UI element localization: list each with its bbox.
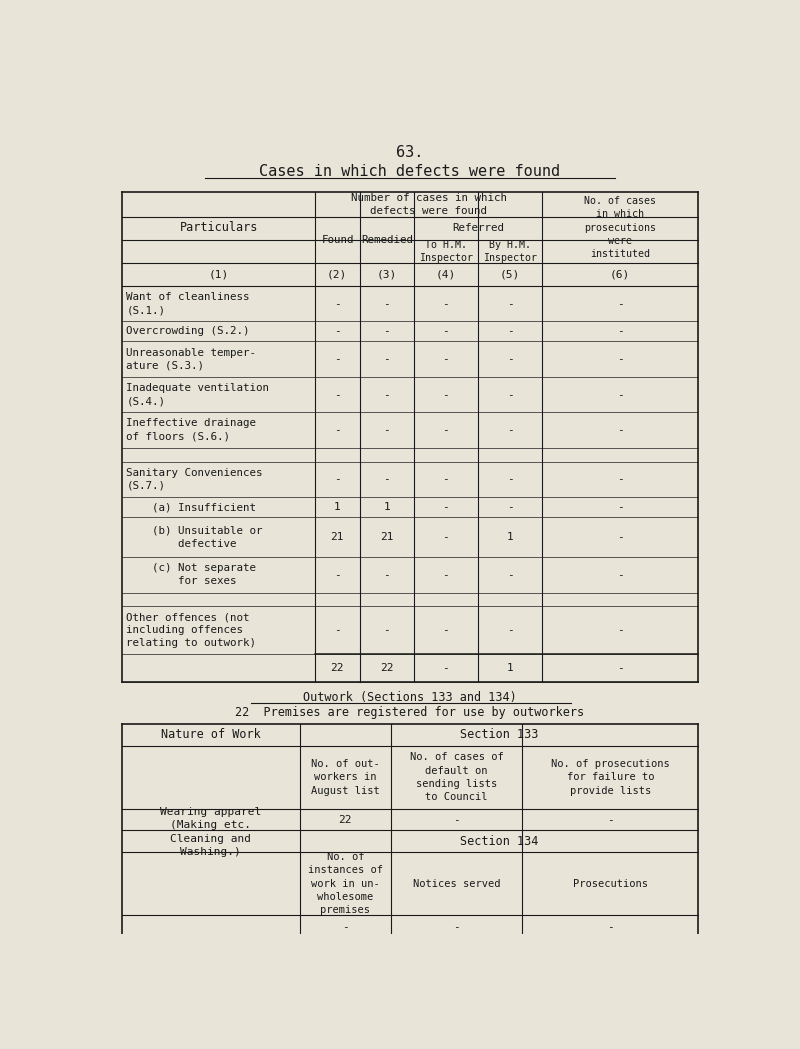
Text: -: - bbox=[506, 625, 514, 636]
Text: Cases in which defects were found: Cases in which defects were found bbox=[259, 164, 561, 178]
Text: (c) Not separate
        for sexes: (c) Not separate for sexes bbox=[126, 563, 256, 586]
Text: -: - bbox=[442, 389, 449, 400]
Text: 21: 21 bbox=[330, 532, 344, 542]
Text: 1: 1 bbox=[334, 502, 341, 512]
Text: -: - bbox=[442, 502, 449, 512]
Text: -: - bbox=[383, 326, 390, 337]
Text: -: - bbox=[383, 474, 390, 485]
Text: (3): (3) bbox=[377, 270, 397, 279]
Text: 1: 1 bbox=[383, 502, 390, 512]
Text: -: - bbox=[506, 502, 514, 512]
Text: -: - bbox=[617, 355, 623, 364]
Text: 63.: 63. bbox=[396, 145, 424, 159]
Text: -: - bbox=[383, 389, 390, 400]
Text: No. of prosecutions
for failure to
provide lists: No. of prosecutions for failure to provi… bbox=[551, 759, 670, 795]
Text: No. of
instances of
work in un-
wholesome
premises: No. of instances of work in un- wholesom… bbox=[308, 852, 382, 915]
Text: -: - bbox=[383, 425, 390, 435]
Text: Overcrowding (S.2.): Overcrowding (S.2.) bbox=[126, 326, 250, 337]
Text: (6): (6) bbox=[610, 270, 630, 279]
Text: -: - bbox=[334, 625, 341, 636]
Text: Nature of Work: Nature of Work bbox=[161, 728, 261, 742]
Text: To H.M.
Inspector: To H.M. Inspector bbox=[419, 240, 473, 263]
Text: 22: 22 bbox=[338, 815, 352, 825]
Text: -: - bbox=[383, 570, 390, 580]
Text: No. of out-
workers in
August list: No. of out- workers in August list bbox=[311, 759, 380, 795]
Text: -: - bbox=[617, 389, 623, 400]
Text: 21: 21 bbox=[380, 532, 394, 542]
Text: (2): (2) bbox=[327, 270, 347, 279]
Text: (4): (4) bbox=[435, 270, 456, 279]
Text: Sanitary Conveniences
(S.7.): Sanitary Conveniences (S.7.) bbox=[126, 468, 263, 491]
Text: Section 134: Section 134 bbox=[460, 835, 538, 848]
Text: -: - bbox=[442, 326, 449, 337]
Text: By H.M.
Inspector: By H.M. Inspector bbox=[483, 240, 537, 263]
Text: -: - bbox=[617, 532, 623, 542]
Text: -: - bbox=[506, 570, 514, 580]
Text: (b) Unsuitable or
        defective: (b) Unsuitable or defective bbox=[126, 526, 263, 549]
Text: 22  Premises are registered for use by outworkers: 22 Premises are registered for use by ou… bbox=[235, 706, 585, 720]
Text: -: - bbox=[617, 299, 623, 308]
Text: -: - bbox=[506, 299, 514, 308]
Text: (a) Insufficient: (a) Insufficient bbox=[126, 502, 256, 512]
Text: -: - bbox=[506, 326, 514, 337]
Text: -: - bbox=[334, 326, 341, 337]
Text: 22: 22 bbox=[380, 663, 394, 673]
Text: -: - bbox=[342, 922, 349, 933]
Text: -: - bbox=[607, 815, 614, 825]
Text: -: - bbox=[442, 663, 449, 673]
Text: Prosecutions: Prosecutions bbox=[573, 879, 648, 889]
Text: Ineffective drainage
of floors (S.6.): Ineffective drainage of floors (S.6.) bbox=[126, 419, 256, 442]
Text: -: - bbox=[442, 355, 449, 364]
Text: Section 133: Section 133 bbox=[460, 728, 538, 742]
Text: -: - bbox=[334, 474, 341, 485]
Text: -: - bbox=[617, 474, 623, 485]
Text: -: - bbox=[617, 570, 623, 580]
Text: Notices served: Notices served bbox=[413, 879, 500, 889]
Text: Other offences (not
including offences
relating to outwork): Other offences (not including offences r… bbox=[126, 612, 256, 648]
Text: -: - bbox=[442, 474, 449, 485]
Text: -: - bbox=[442, 299, 449, 308]
Text: -: - bbox=[506, 474, 514, 485]
Text: -: - bbox=[442, 625, 449, 636]
Text: Number of cases in which
defects were found: Number of cases in which defects were fo… bbox=[350, 193, 506, 216]
Text: -: - bbox=[453, 815, 460, 825]
Text: -: - bbox=[383, 625, 390, 636]
Text: -: - bbox=[442, 532, 449, 542]
Text: -: - bbox=[453, 922, 460, 933]
Text: -: - bbox=[506, 389, 514, 400]
Text: Inadequate ventilation
(S.4.): Inadequate ventilation (S.4.) bbox=[126, 383, 270, 406]
Text: (5): (5) bbox=[500, 270, 520, 279]
Text: -: - bbox=[334, 389, 341, 400]
Text: -: - bbox=[617, 502, 623, 512]
Text: Particulars: Particulars bbox=[179, 221, 258, 234]
Text: -: - bbox=[334, 355, 341, 364]
Text: -: - bbox=[607, 922, 614, 933]
Text: 1: 1 bbox=[506, 663, 514, 673]
Text: Remedied: Remedied bbox=[361, 235, 413, 244]
Text: (1): (1) bbox=[209, 270, 229, 279]
Text: -: - bbox=[506, 425, 514, 435]
Text: No. of cases
in which
prosecutions
were
instituted: No. of cases in which prosecutions were … bbox=[584, 196, 656, 259]
Text: -: - bbox=[383, 355, 390, 364]
Text: -: - bbox=[506, 355, 514, 364]
Text: -: - bbox=[617, 326, 623, 337]
Text: -: - bbox=[617, 625, 623, 636]
Text: 22: 22 bbox=[330, 663, 344, 673]
Text: Unreasonable temper-
ature (S.3.): Unreasonable temper- ature (S.3.) bbox=[126, 347, 256, 370]
Text: -: - bbox=[617, 663, 623, 673]
Text: Wearing apparel
(Making etc.
Cleaning and
Washing.): Wearing apparel (Making etc. Cleaning an… bbox=[160, 807, 262, 857]
Text: No. of cases of
default on
sending lists
to Council: No. of cases of default on sending lists… bbox=[410, 752, 503, 802]
Text: -: - bbox=[442, 425, 449, 435]
Text: Referred: Referred bbox=[452, 223, 504, 233]
Text: -: - bbox=[334, 299, 341, 308]
Text: -: - bbox=[617, 425, 623, 435]
Text: 1: 1 bbox=[506, 532, 514, 542]
Text: Outwork (Sections 133 and 134): Outwork (Sections 133 and 134) bbox=[303, 690, 517, 704]
Text: -: - bbox=[442, 570, 449, 580]
Text: -: - bbox=[334, 425, 341, 435]
Text: -: - bbox=[334, 570, 341, 580]
Text: Found: Found bbox=[322, 235, 354, 244]
Text: Want of cleanliness
(S.1.): Want of cleanliness (S.1.) bbox=[126, 293, 250, 316]
Text: -: - bbox=[383, 299, 390, 308]
